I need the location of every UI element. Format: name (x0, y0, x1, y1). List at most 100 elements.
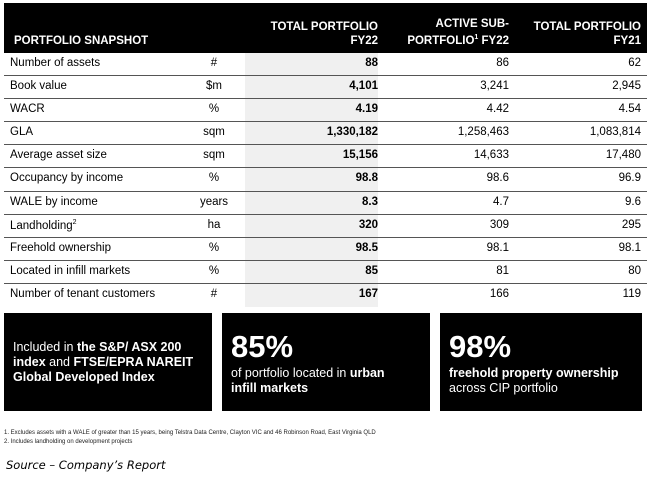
label-text: Number of assets (10, 57, 101, 69)
table-row: Average asset size sqm 15,156 14,633 17,… (4, 145, 647, 169)
table-row: WACR % 4.19 4.42 4.54 (4, 99, 647, 123)
row-label: Located in infill markets (10, 265, 130, 277)
footnote-1: 1. Excludes assets with a WALE of greate… (4, 430, 376, 436)
total-fy21-value: 4.54 (618, 103, 641, 116)
header-active-fy22: ACTIVE SUB- PORTFOLIO1 FY22 (407, 17, 509, 48)
footnote-ref: 2 (72, 218, 77, 226)
total-fy22-value: 98.5 (355, 241, 378, 254)
table-body: Number of assets # 88 86 62 Book value $m… (4, 53, 647, 307)
label-text: GLA (10, 126, 34, 139)
header-total-fy21: TOTAL PORTFOLIO FY21 (534, 20, 641, 48)
text: of portfolio located in (231, 366, 350, 380)
footnote-ref: 1 (474, 34, 479, 42)
total-fy22-value: 15,156 (342, 149, 378, 162)
row-unit: % (208, 103, 220, 116)
header-total-fy22: TOTAL PORTFOLIO FY22 (271, 20, 378, 48)
total-fy21-value: 80 (628, 264, 641, 277)
freehold-stat-box: 98% freehold property ownership across CI… (440, 313, 642, 411)
row-unit: % (208, 264, 220, 277)
label-text: Occupancy by income (10, 172, 124, 185)
active-fy22-value: 166 (489, 287, 509, 300)
total-fy22-value: 4,101 (349, 80, 378, 93)
highlight-column (245, 53, 378, 307)
row-label: WACR (10, 103, 45, 115)
total-fy22-value: 4.19 (355, 103, 378, 116)
table-row: Number of tenant customers # 167 166 119 (4, 284, 647, 307)
infill-stat-box: 85% of portfolio located in urban infill… (222, 313, 430, 411)
header-line: FY21 (613, 35, 642, 47)
row-label: Number of assets (10, 57, 100, 69)
row-label: Landholding2 (10, 219, 77, 232)
row-label: Number of tenant customers (10, 288, 155, 300)
total-fy21-value: 295 (621, 218, 641, 231)
table-row: Book value $m 4,101 3,241 2,945 (4, 76, 647, 100)
header-line: ACTIVE SUB- (435, 18, 509, 31)
active-fy22-value: 81 (496, 264, 509, 277)
row-unit: years (199, 195, 229, 208)
active-fy22-value: 3,241 (480, 80, 509, 93)
total-fy22-value: 320 (358, 218, 378, 231)
active-fy22-value: 1,258,463 (457, 126, 509, 139)
table-row: Number of assets # 88 86 62 (4, 53, 647, 77)
table-row: Occupancy by income % 98.8 98.6 96.9 (4, 168, 647, 192)
table-header: PORTFOLIO SNAPSHOT TOTAL PORTFOLIO FY22 A… (4, 3, 647, 53)
row-label: Freehold ownership (10, 242, 111, 254)
text: FTSE/EPRA NAREIT Global Developed Index (13, 355, 194, 384)
label-text: WALE by income (10, 195, 98, 208)
text: and (45, 355, 74, 369)
active-fy22-value: 86 (496, 57, 509, 69)
header-line: FY22 (350, 35, 379, 47)
total-fy22-value: 8.3 (362, 195, 378, 208)
active-fy22-value: 98.1 (486, 241, 509, 254)
text: freehold property ownership (449, 366, 619, 380)
total-fy21-value: 2,945 (612, 80, 641, 93)
label-text: WACR (10, 103, 45, 116)
table-row: Located in infill markets % 85 81 80 (4, 261, 647, 284)
row-label: GLA (10, 126, 33, 138)
row-unit: $m (206, 80, 222, 93)
stat-value: 85% (231, 329, 294, 364)
footnote-2: 2. Includes landholding on development p… (4, 439, 133, 445)
header-line: TOTAL PORTFOLIO (270, 21, 378, 33)
label-text: Number of tenant customers (10, 287, 156, 300)
total-fy22-value: 85 (365, 264, 378, 277)
row-unit: sqm (203, 126, 225, 139)
active-fy22-value: 309 (489, 218, 509, 231)
label-text: Landholding (10, 219, 73, 232)
label-text: Located in infill markets (10, 264, 131, 277)
table-row: GLA sqm 1,330,182 1,258,463 1,083,814 (4, 122, 647, 146)
total-fy22-value: 98.8 (355, 172, 378, 185)
total-fy21-value: 96.9 (618, 172, 641, 185)
label-text: Freehold ownership (10, 241, 112, 254)
index-inclusion-box: Included in the S&P/ ASX 200 index and F… (4, 313, 212, 411)
box-text: of portfolio located in urban infill mar… (231, 366, 411, 396)
total-fy21-value: 17,480 (605, 149, 641, 162)
text: Included in (13, 340, 77, 354)
total-fy22-value: 88 (365, 57, 378, 69)
box-text: Included in the S&P/ ASX 200 index and F… (13, 340, 208, 385)
header-title: PORTFOLIO SNAPSHOT (14, 35, 149, 47)
total-fy21-value: 119 (622, 287, 641, 300)
total-fy21-value: 62 (628, 57, 641, 69)
total-fy22-value: 1,330,182 (326, 126, 378, 139)
row-label: Book value (10, 80, 67, 92)
row-label: Occupancy by income (10, 172, 123, 184)
label-text: Book value (10, 80, 67, 93)
source-note: Source – Company’s Report (6, 458, 166, 472)
table-row: Landholding2 ha 320 309 295 (4, 215, 647, 238)
active-fy22-value: 98.6 (486, 172, 509, 185)
box-text: freehold property ownership across CIP po… (449, 366, 618, 396)
total-fy22-value: 167 (358, 287, 378, 300)
row-unit: # (210, 287, 218, 300)
row-unit: sqm (203, 149, 225, 162)
row-unit: # (210, 57, 218, 69)
text: urban infill markets (231, 366, 385, 395)
table-row: Freehold ownership % 98.5 98.1 98.1 (4, 238, 647, 261)
header-line: TOTAL PORTFOLIO (533, 21, 641, 33)
row-unit: % (208, 241, 220, 254)
stat-value: 98% (449, 329, 512, 364)
header-line: PORTFOLIO (407, 35, 475, 47)
row-unit: % (208, 172, 220, 185)
active-fy22-value: 4.7 (493, 195, 509, 208)
active-fy22-value: 4.42 (486, 103, 509, 116)
